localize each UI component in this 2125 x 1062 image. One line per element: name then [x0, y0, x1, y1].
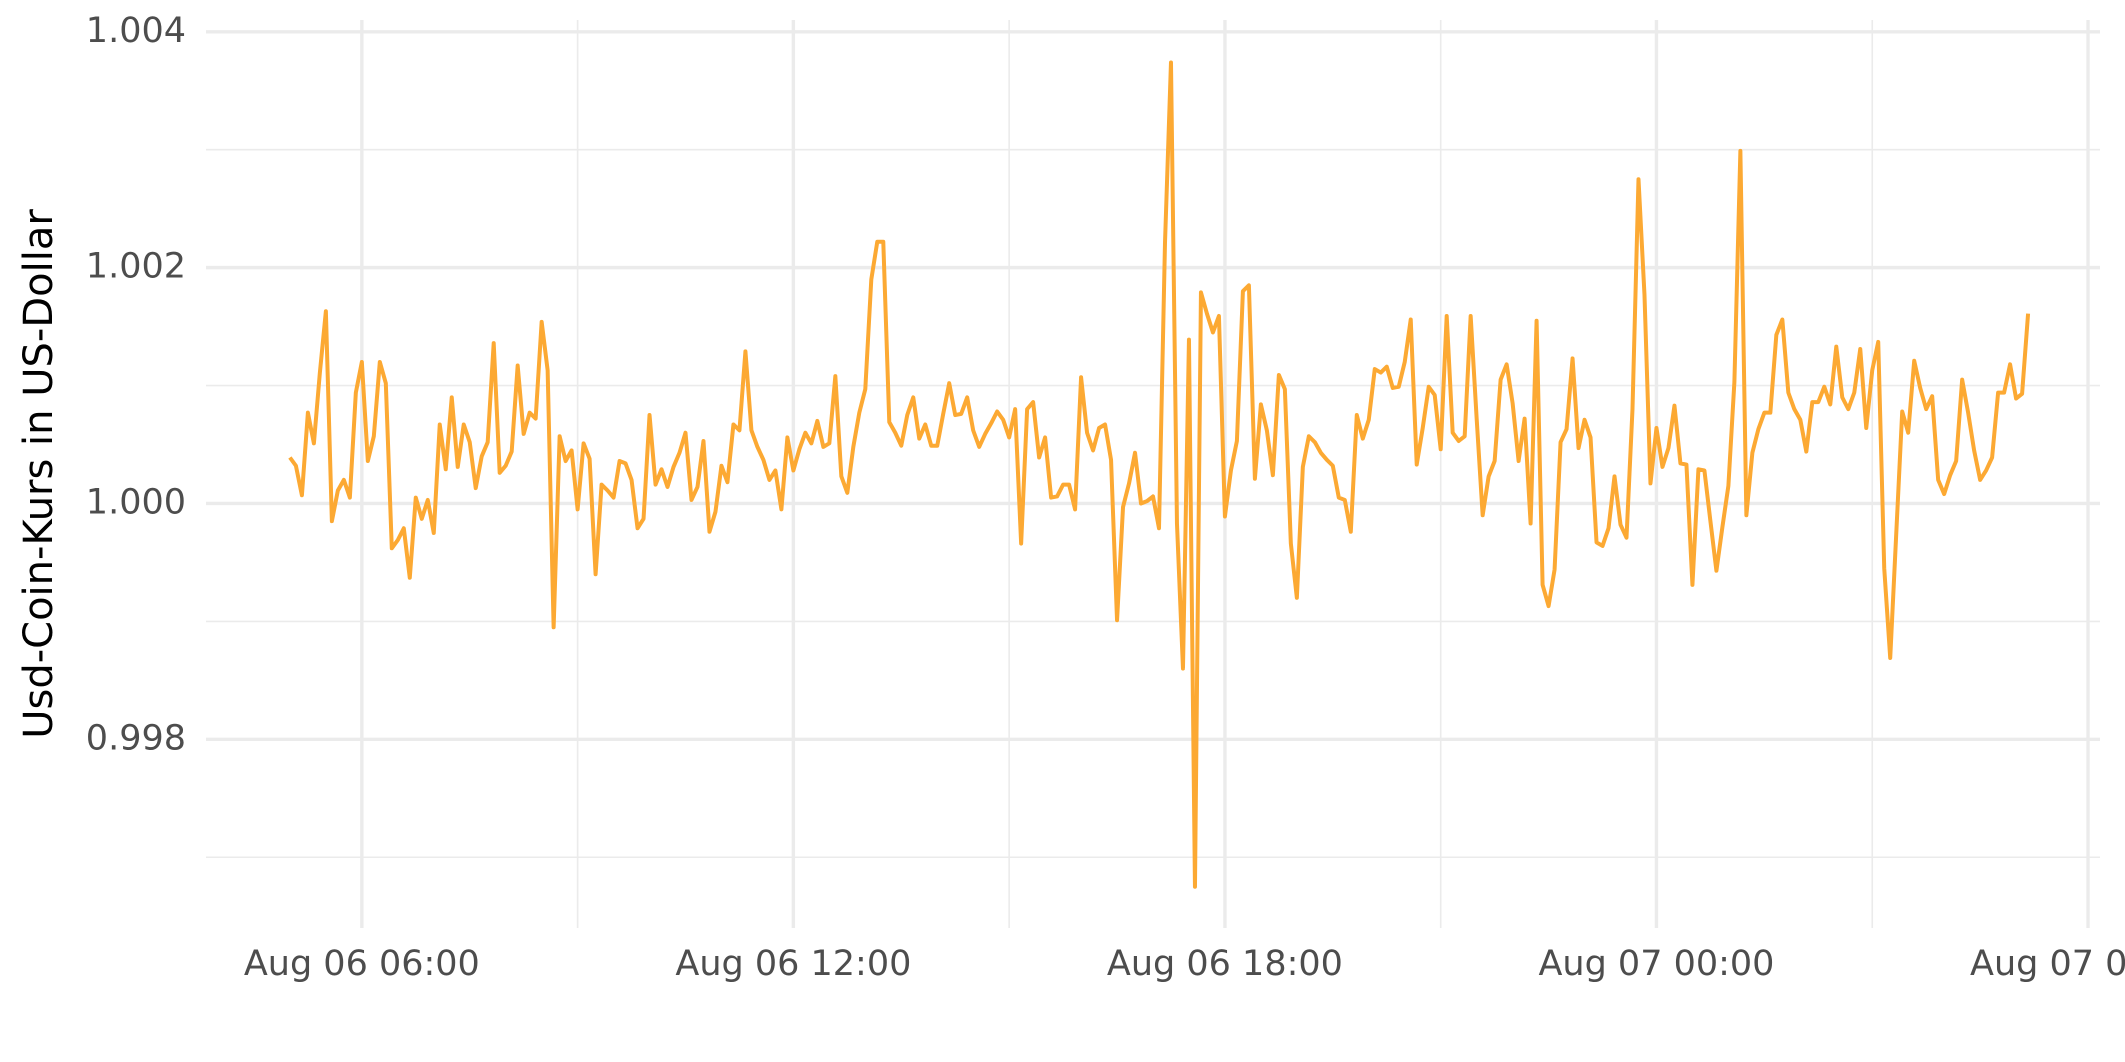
- x-tick-label: Aug 07 00:00: [1538, 944, 1774, 984]
- x-tick-label: Aug 06 06:00: [244, 944, 480, 984]
- y-tick-label: 0.998: [86, 718, 186, 758]
- x-tick-label: Aug 07 06:00: [1970, 944, 2125, 984]
- x-tick-label: Aug 06 18:00: [1107, 944, 1343, 984]
- y-tick-label: 1.004: [86, 11, 186, 51]
- y-tick-label: 1.002: [86, 247, 186, 287]
- y-axis-title: Usd-Coin-Kurs in US-Dollar: [16, 209, 62, 739]
- price-line: [288, 60, 2031, 889]
- x-tick-label: Aug 06 12:00: [675, 944, 911, 984]
- y-tick-label: 1.000: [86, 482, 186, 522]
